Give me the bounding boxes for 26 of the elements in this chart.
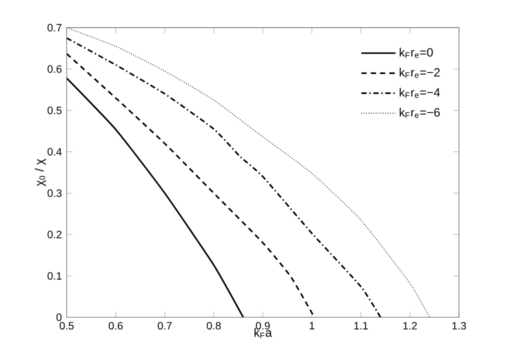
legend-label: k$_{F}$r$_{e}$=−2 [400, 68, 440, 78]
y-tick-label: 0.4 [48, 148, 62, 156]
y-tick-label: 0 [56, 314, 62, 322]
x-tick-label: 1.2 [403, 322, 417, 330]
y-tick-label: 0.6 [48, 65, 62, 73]
x-tick-label: 0.6 [108, 322, 123, 330]
line-series [66, 77, 244, 318]
y-axis-title: χ$_{0}$ / χ [34, 158, 46, 186]
line-series [66, 52, 316, 318]
y-tick-label: 0.5 [48, 106, 62, 114]
y-tick-label: 0.7 [48, 24, 62, 32]
line-series [66, 37, 382, 318]
legend-label: k$_{F}$r$_{e}$=−6 [400, 108, 440, 118]
x-axis-title: k$_{F}$a [254, 328, 272, 338]
y-tick-label: 0.2 [48, 230, 62, 238]
legend-label: k$_{F}$r$_{e}$=0 [400, 48, 433, 58]
x-tick-label: 0.7 [158, 322, 172, 330]
x-tick-label: 0.8 [206, 322, 221, 330]
x-tick-label: 1.1 [354, 322, 368, 330]
y-tick-label: 0.3 [48, 189, 62, 197]
x-tick-label: 1 [310, 322, 314, 330]
x-tick-label: 0.9 [256, 322, 270, 330]
x-tick-label: 0.5 [60, 322, 74, 330]
legend-label: k$_{F}$r$_{e}$=−4 [400, 88, 440, 98]
y-tick-label: 0.1 [48, 272, 62, 280]
x-tick-label: 1.3 [452, 322, 466, 330]
